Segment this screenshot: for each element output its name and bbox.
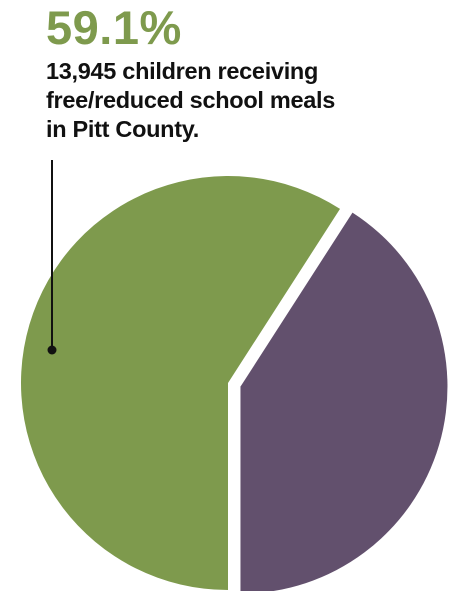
pie-slice-2 bbox=[240, 212, 448, 591]
callout: 59.1% 13,945 children receiving free/red… bbox=[46, 2, 446, 144]
callout-line-3: in Pitt County. bbox=[46, 116, 200, 142]
percent-label: 59.1% bbox=[46, 1, 182, 54]
pie-slice-1 bbox=[20, 175, 341, 590]
pie-slices bbox=[20, 175, 448, 591]
callout-description: 13,945 children receiving free/reduced s… bbox=[46, 57, 446, 144]
callout-line-1: 13,945 children receiving bbox=[46, 58, 319, 84]
leader-dot bbox=[47, 345, 57, 355]
callout-line-2: free/reduced school meals bbox=[46, 87, 335, 113]
